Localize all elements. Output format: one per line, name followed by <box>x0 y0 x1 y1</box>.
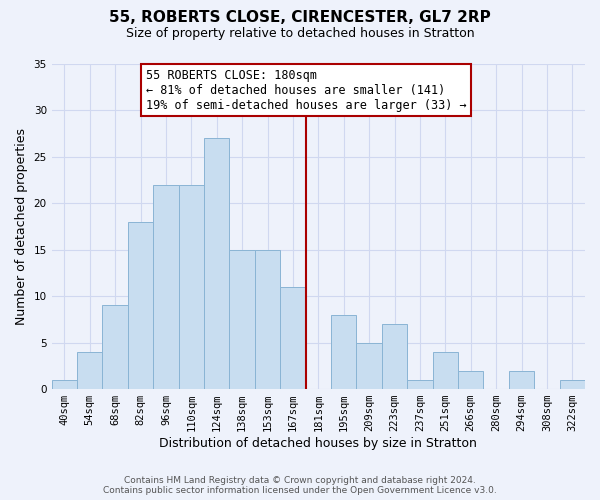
X-axis label: Distribution of detached houses by size in Stratton: Distribution of detached houses by size … <box>160 437 477 450</box>
Text: 55 ROBERTS CLOSE: 180sqm
← 81% of detached houses are smaller (141)
19% of semi-: 55 ROBERTS CLOSE: 180sqm ← 81% of detach… <box>146 68 466 112</box>
Bar <box>560 380 585 389</box>
Bar <box>77 352 103 389</box>
Bar <box>128 222 153 389</box>
Bar <box>458 370 484 389</box>
Bar <box>407 380 433 389</box>
Bar <box>52 380 77 389</box>
Bar <box>153 184 179 389</box>
Bar <box>179 184 204 389</box>
Bar <box>103 306 128 389</box>
Bar <box>229 250 255 389</box>
Bar <box>280 287 305 389</box>
Bar <box>356 342 382 389</box>
Text: Size of property relative to detached houses in Stratton: Size of property relative to detached ho… <box>125 28 475 40</box>
Bar <box>204 138 229 389</box>
Y-axis label: Number of detached properties: Number of detached properties <box>15 128 28 325</box>
Bar <box>433 352 458 389</box>
Bar <box>382 324 407 389</box>
Text: 55, ROBERTS CLOSE, CIRENCESTER, GL7 2RP: 55, ROBERTS CLOSE, CIRENCESTER, GL7 2RP <box>109 10 491 25</box>
Bar <box>255 250 280 389</box>
Bar <box>509 370 534 389</box>
Bar <box>331 315 356 389</box>
Text: Contains HM Land Registry data © Crown copyright and database right 2024.
Contai: Contains HM Land Registry data © Crown c… <box>103 476 497 495</box>
